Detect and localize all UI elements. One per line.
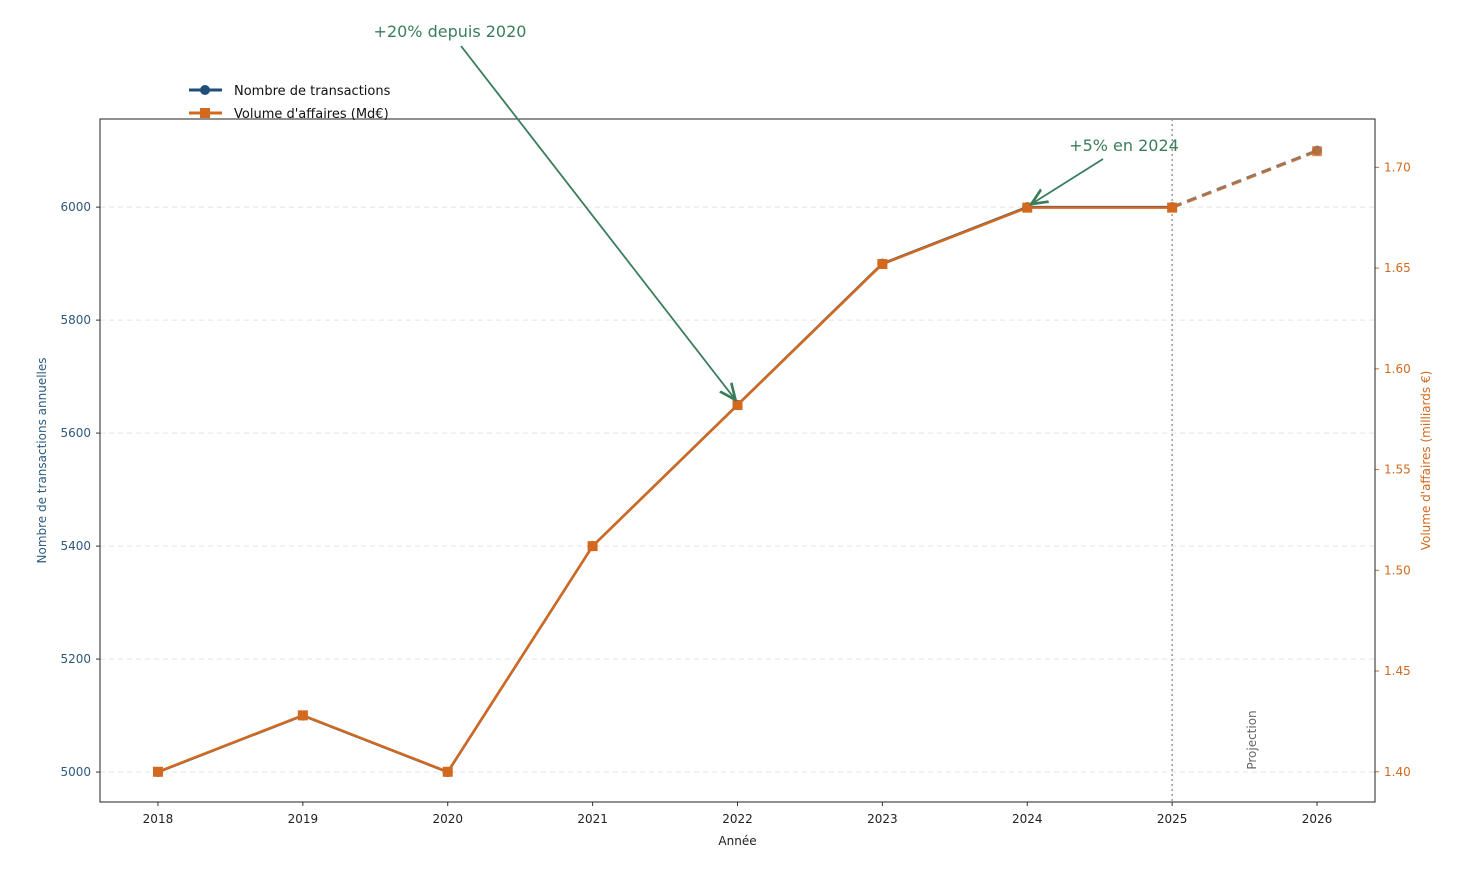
x-tick-label: 2022 [722,812,753,826]
data-point [152,766,163,777]
series-projection-line [1171,149,1318,210]
y-right-tick-label: 1.55 [1384,463,1411,477]
annotation-arrow [460,45,736,400]
annotation-arrow [1031,158,1104,204]
data-point [1167,202,1178,213]
y-left-tick-label: 6000 [60,200,91,214]
x-tick-label: 2026 [1302,812,1333,826]
x-tick-label: 2018 [143,812,174,826]
y-left-tick-label: 5200 [60,652,91,666]
data-point [442,766,453,777]
y-right-tick-label: 1.65 [1384,261,1411,275]
y-left-tick-label: 5400 [60,539,91,553]
x-tick-label: 2023 [867,812,898,826]
x-tick-label: 2019 [288,812,319,826]
x-tick-label: 2025 [1157,812,1188,826]
data-point [1312,146,1323,157]
y-left-tick-label: 5000 [60,765,91,779]
plot-frame [99,118,1376,803]
x-axis-label: Année [718,834,756,848]
legend-label: Nombre de transactions [234,84,391,99]
x-tick-label: 2024 [1012,812,1043,826]
y-right-tick-label: 1.50 [1384,563,1411,577]
series-line [157,206,1173,774]
data-point [587,541,598,552]
legend-label: Volume d'affaires (Md€) [234,107,389,122]
data-point [877,259,888,270]
y-left-axis-label: Nombre de transactions annuelles [35,357,49,563]
projection-label: Projection [1245,710,1259,769]
y-right-tick-label: 1.70 [1384,160,1411,174]
x-tick-label: 2021 [577,812,608,826]
data-point [732,400,743,411]
legend-marker [200,108,210,118]
y-right-tick-label: 1.60 [1384,362,1411,376]
y-left-tick-label: 5800 [60,313,91,327]
y-right-axis-label: Volume d'affaires (milliards €) [1419,371,1433,551]
annotation-text: +5% en 2024 [1069,136,1179,155]
y-right-tick-label: 1.45 [1384,664,1411,678]
annotation-text: +20% depuis 2020 [374,22,527,41]
y-right-tick-label: 1.40 [1384,765,1411,779]
data-point [1022,202,1033,213]
y-left-tick-label: 5600 [60,426,91,440]
series-line [157,205,1173,774]
data-point [297,710,308,721]
x-tick-label: 2020 [432,812,463,826]
legend-marker [200,85,210,95]
